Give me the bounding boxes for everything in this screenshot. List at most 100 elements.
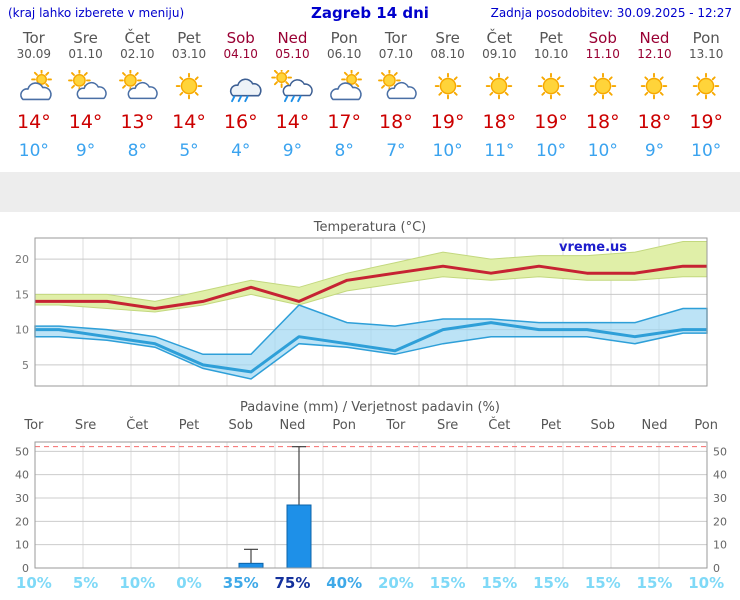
svg-text:0: 0 bbox=[22, 562, 29, 574]
precip-probability: 35% bbox=[222, 574, 259, 592]
precip-day-label: Pon bbox=[332, 418, 356, 433]
day-name: Ned bbox=[639, 29, 670, 47]
watermark: vreme.us bbox=[559, 240, 627, 255]
sunny-icon bbox=[422, 70, 474, 108]
sunny-icon bbox=[473, 70, 525, 108]
sunny-icon bbox=[525, 70, 577, 108]
rain-sun-icon bbox=[267, 67, 319, 108]
precip-day-label: Tor bbox=[386, 418, 406, 433]
svg-text:20: 20 bbox=[15, 515, 29, 528]
forecast-day-column[interactable]: Sob 11.10 18° 10° bbox=[577, 30, 629, 162]
forecast-day-column[interactable]: Ned 12.10 18° 9° bbox=[629, 30, 681, 162]
precip-probability: 15% bbox=[429, 574, 466, 592]
high-temp: 14° bbox=[17, 111, 51, 133]
precip-probability: 10% bbox=[15, 574, 52, 592]
forecast-day-column[interactable]: Pon 13.10 19° 10° bbox=[680, 30, 732, 162]
svg-text:10: 10 bbox=[15, 324, 29, 337]
forecast-day-column[interactable]: Pet 03.10 14° 5° bbox=[163, 30, 215, 162]
day-date: 05.10 bbox=[275, 47, 310, 61]
sunny-icon bbox=[577, 70, 629, 108]
temp-chart-title: Temperatura (°C) bbox=[313, 220, 427, 235]
precip-day-label: Sre bbox=[436, 418, 459, 433]
precip-probability-row: 10% 5% 10% 0% 35% 75% 40% 20% 15% 15% 15% 15% 15% 10% bbox=[0, 574, 740, 594]
low-temp: 4° bbox=[231, 141, 251, 161]
high-temp: 14° bbox=[275, 111, 310, 133]
partly-sunny-icon bbox=[111, 69, 163, 108]
forecast-day-column[interactable]: Sre 08.10 19° 10° bbox=[422, 30, 474, 162]
forecast-day-column[interactable]: Sob 04.10 16° 4° bbox=[215, 30, 267, 162]
precip-probability: 15% bbox=[533, 574, 569, 592]
forecast-day-column[interactable]: Pon 06.10 17° 8° bbox=[318, 30, 370, 162]
precip-day-label: Sre bbox=[74, 418, 97, 433]
low-temp: 11° bbox=[484, 141, 515, 161]
precip-probability: 10% bbox=[688, 574, 725, 592]
rain-icon bbox=[215, 70, 267, 108]
day-date: 06.10 bbox=[326, 47, 362, 61]
forecast-day-column[interactable]: Ned 05.10 14° 9° bbox=[267, 30, 319, 162]
low-temp: 9° bbox=[644, 141, 665, 161]
high-temp: 16° bbox=[223, 111, 258, 133]
day-name: Ned bbox=[277, 29, 308, 47]
svg-text:50: 50 bbox=[15, 445, 29, 458]
precip-probability: 20% bbox=[377, 574, 414, 592]
high-temp: 18° bbox=[379, 111, 413, 133]
precip-day-labels: Tor Sre Čet Pet Sob Ned Pon Tor Sre Čet Pet Sob Ned P… bbox=[0, 418, 740, 436]
day-date: 11.10 bbox=[585, 47, 620, 61]
forecast-day-column[interactable]: Tor 30.09 14° 10° bbox=[8, 30, 60, 162]
svg-text:20: 20 bbox=[713, 515, 727, 528]
high-temp: 18° bbox=[482, 111, 517, 133]
location-hint: (kraj lahko izberete v meniju) bbox=[8, 6, 185, 20]
sunny-icon bbox=[629, 70, 681, 108]
svg-text:50: 50 bbox=[713, 445, 727, 458]
forecast-day-column[interactable]: Čet 02.10 13° 8° bbox=[111, 30, 163, 162]
day-date: 01.10 bbox=[68, 47, 103, 61]
day-name: Pet bbox=[177, 29, 201, 47]
precip-probability: 5% bbox=[72, 574, 99, 592]
day-name: Čet bbox=[124, 29, 151, 47]
svg-text:10: 10 bbox=[713, 539, 727, 552]
high-temp: 17° bbox=[327, 111, 362, 133]
forecast-day-column[interactable]: Pet 10.10 19° 10° bbox=[525, 30, 577, 162]
day-name: Sob bbox=[226, 29, 255, 47]
day-name: Sre bbox=[435, 29, 460, 47]
precip-probability: 0% bbox=[176, 574, 202, 592]
forecast-day-column[interactable]: Čet 09.10 18° 11° bbox=[473, 30, 525, 162]
day-date: 08.10 bbox=[430, 47, 465, 61]
mostly-cloudy-icon bbox=[8, 69, 60, 108]
precip-day-label: Čet bbox=[126, 418, 149, 433]
svg-text:0: 0 bbox=[713, 562, 720, 574]
low-temp: 8° bbox=[127, 141, 147, 161]
low-temp: 10° bbox=[587, 141, 618, 161]
low-temp: 10° bbox=[535, 141, 567, 161]
last-update: Zadnja posodobitev: 30.09.2025 - 12:27 bbox=[490, 6, 732, 20]
precip-day-label: Sob bbox=[228, 418, 253, 433]
forecast-day-column[interactable]: Sre 01.10 14° 9° bbox=[60, 30, 112, 162]
forecast-day-column[interactable]: Tor 07.10 18° 7° bbox=[370, 30, 422, 162]
high-temp: 18° bbox=[637, 111, 672, 133]
low-temp: 7° bbox=[386, 141, 406, 161]
svg-text:15: 15 bbox=[15, 288, 29, 301]
day-date: 03.10 bbox=[171, 47, 207, 61]
precip-probability: 75% bbox=[274, 574, 311, 592]
day-date: 12.10 bbox=[637, 47, 672, 61]
page-title: Zagreb 14 dni bbox=[311, 4, 429, 22]
precip-day-label: Pet bbox=[540, 418, 562, 433]
low-temp: 5° bbox=[179, 141, 199, 161]
low-temp: 10° bbox=[18, 141, 49, 161]
forecast-table: Tor 30.09 14° 10° Sre 01.10 14° 9° Čet 02.10 13° 8°… bbox=[0, 26, 740, 162]
high-temp: 19° bbox=[534, 111, 568, 133]
partly-sunny-icon bbox=[370, 69, 422, 108]
precip-day-label: Pon bbox=[694, 418, 718, 433]
header: (kraj lahko izberete v meniju) Zagreb 14… bbox=[0, 0, 740, 26]
day-name: Sob bbox=[588, 29, 617, 47]
low-temp: 10° bbox=[432, 141, 463, 161]
precip-chart-title: Padavine (mm) / Verjetnost padavin (%) bbox=[240, 400, 500, 415]
day-name: Čet bbox=[486, 29, 513, 47]
high-temp: 14° bbox=[172, 111, 206, 133]
svg-text:20: 20 bbox=[15, 253, 29, 266]
day-date: 07.10 bbox=[378, 47, 414, 61]
low-temp: 9° bbox=[282, 141, 303, 161]
sunny-icon bbox=[163, 70, 215, 108]
day-name: Pet bbox=[539, 29, 563, 47]
precip-day-label: Ned bbox=[279, 418, 306, 433]
